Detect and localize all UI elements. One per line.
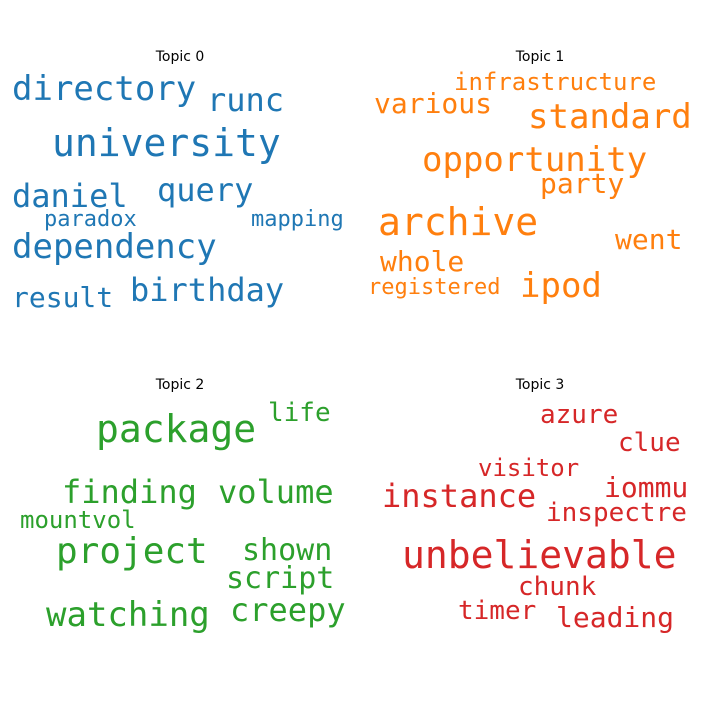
topic-1-title: Topic 1 (515, 49, 565, 65)
word: infrastructure (454, 68, 657, 96)
word: package (96, 407, 257, 451)
word: standard (528, 97, 692, 137)
word: runc (207, 81, 285, 119)
word: paradox (44, 207, 137, 232)
word: inspectre (546, 498, 687, 528)
word: timer (458, 596, 537, 626)
word: daniel (12, 177, 128, 215)
word: birthday (130, 271, 285, 309)
word: clue (618, 428, 681, 458)
word: registered (368, 275, 501, 300)
word: opportunity (422, 140, 648, 180)
word: dependency (12, 227, 217, 267)
topic-1-panel: Topic 1 infrastructure various standard … (360, 40, 720, 340)
word: watching (46, 595, 210, 635)
word: query (157, 171, 254, 209)
topic-0-title: Topic 0 (155, 49, 205, 65)
word: volume (218, 473, 334, 511)
word: archive (378, 200, 539, 244)
word: iommu (604, 471, 689, 504)
word: whole (380, 245, 465, 278)
word: ipod (520, 266, 602, 306)
word: azure (540, 400, 619, 430)
word: various (374, 87, 493, 120)
word: project (56, 531, 208, 572)
word: creepy (230, 591, 346, 629)
word: finding (62, 473, 197, 511)
word: visitor (478, 454, 580, 482)
word: result (12, 281, 114, 314)
word: university (52, 121, 281, 165)
word: shown (242, 533, 333, 568)
word: directory (12, 69, 197, 109)
word: mapping (251, 207, 344, 232)
word: party (540, 167, 625, 200)
word: mountvol (20, 506, 136, 534)
word: life (268, 398, 331, 428)
topic-2-title: Topic 2 (155, 377, 205, 393)
topic-2-panel: Topic 2 life package finding volume moun… (0, 368, 360, 668)
word: instance (382, 477, 537, 515)
word: leading (556, 601, 675, 634)
word: went (615, 223, 683, 256)
word: chunk (518, 572, 597, 602)
topic-3-panel: Topic 3 azure clue visitor instance iomm… (360, 368, 720, 668)
topic-0-panel: Topic 0 directory runc university daniel… (0, 40, 360, 340)
word: unbelievable (402, 533, 677, 577)
topic-3-title: Topic 3 (515, 377, 565, 393)
word: script (226, 561, 335, 596)
